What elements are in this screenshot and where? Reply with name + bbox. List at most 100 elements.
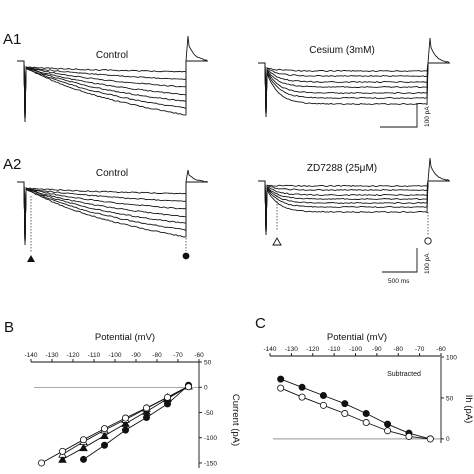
open-circle-point	[384, 427, 392, 435]
x-tick-label: -110	[88, 352, 101, 359]
y-tick-label: -50	[204, 410, 214, 417]
x-axis-label-b: Potential (mV)	[95, 332, 155, 343]
filled-circle-point	[142, 414, 150, 422]
series-line-filled-circle	[83, 384, 189, 460]
y-tick-label: 100	[446, 354, 457, 361]
filled-triangle-point	[58, 454, 67, 463]
open-circle-point	[184, 383, 192, 391]
current-trace	[17, 60, 208, 123]
x-tick-label: -90	[372, 346, 382, 353]
filled-triangle-point	[100, 431, 109, 439]
x-tick-label: -80	[394, 346, 404, 353]
current-trace	[258, 180, 450, 236]
scale-label-current-a2: 100 pA	[424, 253, 431, 274]
panel-label-c: C	[255, 315, 266, 332]
x-tick-label: -130	[285, 346, 298, 353]
filled-circle-point	[122, 426, 130, 434]
filled-circle-point	[80, 455, 88, 463]
x-tick-label: -60	[194, 352, 204, 359]
open-circle-point	[163, 393, 171, 401]
open-circle-point	[426, 435, 434, 443]
current-trace	[258, 62, 450, 118]
current-trace	[17, 60, 208, 123]
x-tick-label: -80	[152, 352, 162, 359]
panel-label-b: B	[4, 319, 14, 336]
current-trace	[258, 62, 450, 118]
x-tick-label: -130	[45, 352, 58, 359]
scale-label-current-a1: 100 pA	[424, 106, 431, 127]
current-trace	[258, 180, 450, 236]
scale-bar-a1: 100 pA	[380, 103, 431, 128]
current-trace	[17, 35, 208, 123]
filled-circle-point	[362, 410, 370, 418]
x-tick-label: -100	[108, 352, 121, 359]
current-trace	[258, 157, 450, 236]
filled-circle-point	[384, 420, 392, 428]
traces-a1-cesium	[258, 37, 450, 118]
x-tick-label: -90	[131, 352, 141, 359]
x-axis-label-c: Potential (mV)	[327, 332, 387, 343]
open-circle-point	[341, 410, 349, 418]
traces-a2-zd7288	[258, 157, 450, 236]
annotation-subtracted: Subtracted	[387, 371, 421, 378]
filled-triangle-marker	[27, 255, 35, 262]
open-circle-point	[405, 432, 413, 440]
current-trace	[258, 62, 450, 118]
filled-circle-marker	[182, 252, 190, 260]
scale-bar-a2: 100 pA 500 ms	[382, 248, 431, 285]
current-trace	[17, 169, 208, 246]
y-tick-label: 50	[204, 359, 212, 366]
filled-triangle-point	[79, 443, 88, 452]
current-trace	[17, 60, 208, 123]
ih-plot-c: Potential (mV) Ih (pA) Subtracted -140 -1…	[263, 332, 474, 443]
current-trace	[17, 60, 208, 123]
traces-a1-control	[17, 35, 208, 123]
y-tick-label: 50	[446, 395, 454, 402]
current-trace	[17, 60, 208, 123]
current-trace	[258, 62, 450, 118]
open-circle-point	[80, 436, 88, 444]
filled-circle-point	[101, 441, 109, 449]
current-trace	[17, 181, 208, 246]
current-trace	[17, 60, 208, 123]
open-circle-point	[101, 425, 109, 433]
title-a1-cesium: Cesium (3mM)	[309, 45, 375, 56]
filled-circle-point	[341, 400, 349, 408]
open-circle-point	[362, 419, 370, 427]
open-triangle-marker	[272, 237, 282, 246]
current-trace	[258, 180, 450, 236]
open-circle-point	[142, 404, 150, 412]
series-line-open-circle	[280, 387, 431, 440]
filled-circle-point	[319, 391, 327, 399]
series-line-filled-circle	[280, 378, 431, 440]
open-circle-marker	[424, 237, 432, 245]
current-trace	[258, 180, 450, 236]
traces-a2-control	[17, 169, 208, 246]
current-trace	[17, 181, 208, 246]
open-circle-point	[319, 401, 327, 409]
y-axis-label-c: Ih (pA)	[463, 395, 474, 424]
current-trace	[258, 62, 450, 118]
panel-label-a1: A1	[3, 31, 21, 48]
iv-plot-b: Potential (mV) Current (pA) -140 -130 -120…	[24, 332, 241, 468]
current-trace	[258, 180, 450, 236]
current-trace	[17, 181, 208, 246]
x-tick-label: -110	[328, 346, 341, 353]
title-a1-control: Control	[96, 50, 128, 61]
filled-triangle-point	[121, 419, 130, 427]
y-tick-label: -100	[204, 435, 217, 442]
x-tick-label: -100	[349, 346, 362, 353]
title-a2-zd7288: ZD7288 (25μM)	[307, 163, 377, 174]
open-circle-point	[59, 447, 67, 455]
y-axis-label-b: Current (pA)	[230, 394, 241, 446]
open-circle-point	[122, 414, 130, 422]
panel-label-a2: A2	[3, 156, 21, 173]
open-circle-point	[277, 384, 285, 392]
y-tick-label: 0	[204, 385, 208, 392]
x-tick-label: -70	[173, 352, 183, 359]
open-circle-point	[298, 393, 306, 401]
series-line-open-circle	[41, 386, 189, 464]
title-a2-control: Control	[96, 168, 128, 179]
current-trace	[258, 37, 450, 118]
